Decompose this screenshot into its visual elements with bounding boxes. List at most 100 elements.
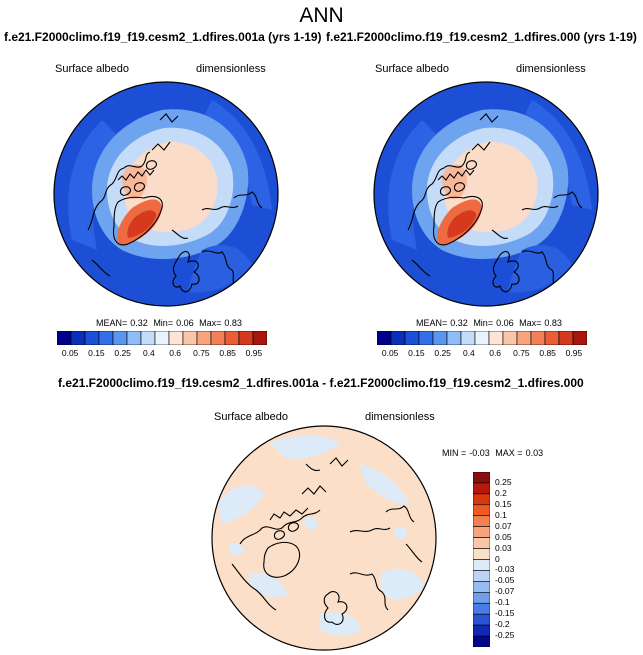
- colorbar-tick-label: 0: [495, 553, 500, 564]
- panel-2-variable-label: Surface albedo: [375, 63, 449, 75]
- colorbar-box: [473, 581, 490, 593]
- colorbar-tick-label: 0.07: [495, 520, 512, 531]
- panel-2-mean-value: 0.32: [450, 318, 468, 328]
- diff-min-value: -0.03: [469, 448, 490, 458]
- colorbar-tick-label: 0.95: [565, 348, 583, 358]
- colorbar-tick-label: -0.05: [495, 575, 515, 586]
- colorbar-box: [404, 331, 420, 345]
- colorbar-box: [473, 526, 490, 538]
- colorbar-tick-label: -0.1: [495, 597, 510, 608]
- diff-units-label: dimensionless: [365, 411, 435, 423]
- colorbar-box: [473, 472, 490, 484]
- panel-1-colorbar: [57, 331, 267, 345]
- colorbar-box: [238, 331, 254, 345]
- colorbar-box: [473, 624, 490, 637]
- colorbar-tick-label: -0.07: [495, 586, 515, 597]
- diff-max-label: MAX =: [495, 448, 523, 458]
- colorbar-box: [516, 331, 532, 345]
- colorbar-box: [84, 331, 100, 345]
- colorbar-box: [473, 602, 490, 615]
- colorbar-box: [473, 548, 490, 560]
- colorbar-tick-label: 0.15: [408, 348, 425, 358]
- colorbar-box: [168, 331, 184, 345]
- colorbar-box: [460, 331, 476, 345]
- colorbar-tick-label: 0.75: [513, 348, 530, 358]
- colorbar-box: [182, 331, 198, 345]
- panel-1-min-label: Min=: [153, 318, 174, 328]
- colorbar-tick-label: 0.85: [539, 348, 556, 358]
- colorbar-tick-label: 0.6: [169, 348, 182, 358]
- colorbar-tick-label: 0.05: [61, 348, 79, 358]
- panel-2-case-title: f.e21.F2000climo.f19_f19.cesm2_1.dfires.…: [326, 30, 637, 44]
- panel-1-units-label: dimensionless: [196, 63, 266, 75]
- colorbar-tick-label: 0.25: [434, 348, 451, 358]
- panel-1-variable-label: Surface albedo: [55, 63, 129, 75]
- colorbar-box: [572, 331, 587, 345]
- colorbar-box: [473, 482, 490, 495]
- diff-stats: MIN = -0.03 MAX = 0.03: [442, 448, 546, 458]
- colorbar-tick-label: 0.05: [495, 531, 512, 542]
- colorbar-tick-label: 0.15: [88, 348, 105, 358]
- panel-2-max-label: Max=: [519, 318, 542, 328]
- diff-colorbar: [473, 472, 490, 647]
- colorbar-box: [446, 331, 462, 345]
- colorbar-box: [432, 331, 448, 345]
- colorbar-tick-label: 0.25: [495, 476, 512, 487]
- colorbar-tick-label: -0.15: [495, 608, 515, 619]
- panel-1-polar-map: [52, 80, 280, 308]
- colorbar-box: [112, 331, 128, 345]
- panel-2-min-label: Min=: [473, 318, 494, 328]
- panel-1-min-value: 0.06: [176, 318, 194, 328]
- colorbar-box: [502, 331, 518, 345]
- diff-colorbar-labels: 0.25 0.2 0.15 0.1 0.07 0.05 0.03 0 -0.03 -0.05 -0.…: [495, 472, 535, 647]
- panel-1-colorbar-labels: 0.05 0.15 0.25 0.4 0.6 0.75 0.85 0.95: [57, 348, 267, 360]
- colorbar-box: [210, 331, 226, 345]
- diff-case-title: f.e21.F2000climo.f19_f19.cesm2_1.dfires.…: [58, 376, 584, 390]
- colorbar-box: [377, 331, 392, 345]
- colorbar-box: [57, 331, 72, 345]
- colorbar-box: [473, 570, 490, 582]
- colorbar-box: [252, 331, 267, 345]
- colorbar-tick-label: 0.75: [193, 348, 210, 358]
- colorbar-tick-label: 0.25: [114, 348, 131, 358]
- panel-1-max-label: Max=: [199, 318, 222, 328]
- colorbar-box: [558, 331, 574, 345]
- colorbar-box: [473, 635, 490, 647]
- panel-2-polar-map: [372, 80, 600, 308]
- colorbar-box: [196, 331, 212, 345]
- colorbar-box: [418, 331, 434, 345]
- colorbar-tick-label: -0.2: [495, 619, 510, 630]
- colorbar-box: [224, 331, 240, 345]
- panel-2-colorbar: [377, 331, 587, 345]
- diff-variable-label: Surface albedo: [214, 411, 288, 423]
- colorbar-box: [98, 331, 114, 345]
- panel-1-case-title: f.e21.F2000climo.f19_f19.cesm2_1.dfires.…: [4, 30, 322, 44]
- diff-polar-map: [210, 424, 438, 652]
- panel-2-stats: MEAN= 0.32 Min= 0.06 Max= 0.83: [416, 318, 565, 328]
- colorbar-tick-label: 0.1: [495, 509, 507, 520]
- diff-max-value: 0.03: [525, 448, 544, 458]
- colorbar-tick-label: 0.05: [381, 348, 399, 358]
- colorbar-box: [473, 592, 490, 604]
- colorbar-tick-label: 0.15: [495, 498, 512, 509]
- panel-2-max-value: 0.83: [544, 318, 562, 328]
- colorbar-box: [140, 331, 156, 345]
- colorbar-tick-label: 0.95: [245, 348, 263, 358]
- panel-2-mean-label: MEAN=: [416, 318, 448, 328]
- panel-2-units-label: dimensionless: [516, 63, 586, 75]
- colorbar-box: [473, 515, 490, 527]
- colorbar-box: [544, 331, 560, 345]
- colorbar-tick-label: -0.25: [495, 630, 515, 641]
- panel-2-min-value: 0.06: [496, 318, 514, 328]
- panel-2-colorbar-labels: 0.05 0.15 0.25 0.4 0.6 0.75 0.85 0.95: [377, 348, 587, 360]
- colorbar-box: [473, 504, 490, 517]
- colorbar-box: [390, 331, 406, 345]
- colorbar-tick-label: 0.4: [142, 348, 155, 358]
- diff-min-label: MIN =: [442, 448, 467, 458]
- colorbar-box: [126, 331, 142, 345]
- colorbar-box: [473, 493, 490, 506]
- colorbar-box: [154, 331, 170, 345]
- colorbar-box: [473, 613, 490, 626]
- panel-1-stats: MEAN= 0.32 Min= 0.06 Max= 0.83: [96, 318, 245, 328]
- colorbar-box: [473, 537, 490, 549]
